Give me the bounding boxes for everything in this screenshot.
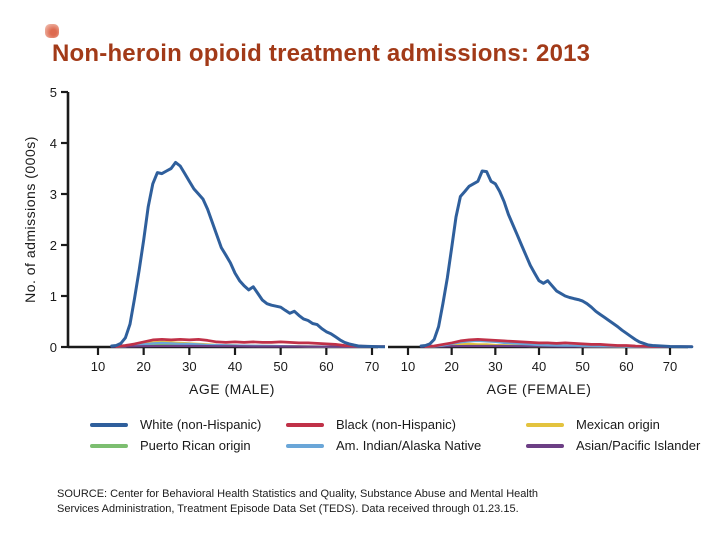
legend-swatch-line <box>286 422 324 427</box>
legend-label: Asian/Pacific Islander <box>576 438 701 453</box>
legend-item: White (non-Hispanic) <box>90 414 286 435</box>
y-axis-title: No. of admissions (000s) <box>22 136 38 303</box>
x-tick-label: 30 <box>182 359 196 374</box>
legend-label: Puerto Rican origin <box>140 438 251 453</box>
legend-label: Black (non-Hispanic) <box>336 417 456 432</box>
y-tick-label: 5 <box>50 85 57 100</box>
x-axis-title: AGE (FEMALE) <box>487 381 592 397</box>
legend-item: Asian/Pacific Islander <box>526 435 701 456</box>
series-line <box>110 160 385 349</box>
series-line <box>424 338 694 349</box>
female-age-line-chart: 10 20 30 40 50 60 70 AGE (FEMALE) <box>388 169 694 397</box>
legend-label: White (non-Hispanic) <box>140 417 262 432</box>
y-tick-label: 1 <box>50 289 57 304</box>
legend-swatch-line <box>286 443 324 448</box>
y-tick-label: 4 <box>50 136 57 151</box>
y-tick-label: 2 <box>50 238 57 253</box>
x-axis-title: AGE (MALE) <box>189 381 275 397</box>
legend-item: Black (non-Hispanic) <box>286 414 526 435</box>
series-line <box>110 344 385 348</box>
x-tick-label: 50 <box>575 359 589 374</box>
x-tick-label: 50 <box>273 359 287 374</box>
series-line <box>419 169 694 349</box>
x-tick-label: 10 <box>401 359 415 374</box>
source-note: SOURCE: Center for Behavioral Health Sta… <box>57 487 632 518</box>
series-line <box>114 338 385 348</box>
x-tick-label: 40 <box>228 359 242 374</box>
source-note-line2: Services Administration, Treatment Episo… <box>57 503 519 516</box>
x-tick-label: 60 <box>619 359 633 374</box>
y-tick-label: 3 <box>50 187 57 202</box>
legend-label: Am. Indian/Alaska Native <box>336 438 482 453</box>
x-tick-label: 70 <box>365 359 379 374</box>
x-tick-label: 70 <box>663 359 677 374</box>
y-tick-label: 0 <box>50 340 57 355</box>
x-tick-label: 30 <box>488 359 502 374</box>
source-note-line1: SOURCE: Center for Behavioral Health Sta… <box>57 488 538 500</box>
x-tick-label: 60 <box>319 359 333 374</box>
legend-swatch-line <box>526 422 564 427</box>
x-tick-label: 10 <box>91 359 105 374</box>
red-accent-mark <box>45 24 59 38</box>
x-tick-label: 40 <box>532 359 546 374</box>
legend-label: Mexican origin <box>576 417 660 432</box>
x-tick-label: 20 <box>444 359 458 374</box>
legend-swatch-line <box>90 443 128 448</box>
legend-swatch-line <box>526 443 564 448</box>
legend-swatch-line <box>90 422 128 427</box>
legend-item: Puerto Rican origin <box>90 435 286 456</box>
legend-item: Am. Indian/Alaska Native <box>286 435 526 456</box>
page-title: Non-heroin opioid treatment admissions: … <box>52 40 591 67</box>
chart-legend: White (non-Hispanic) Black (non-Hispanic)… <box>90 414 701 456</box>
x-tick-label: 20 <box>136 359 150 374</box>
legend-item: Mexican origin <box>526 414 701 435</box>
male-age-line-chart: 10 20 30 40 50 60 70 AGE (MALE) 0 1 2 3 4 5 No. of adm… <box>22 85 385 397</box>
